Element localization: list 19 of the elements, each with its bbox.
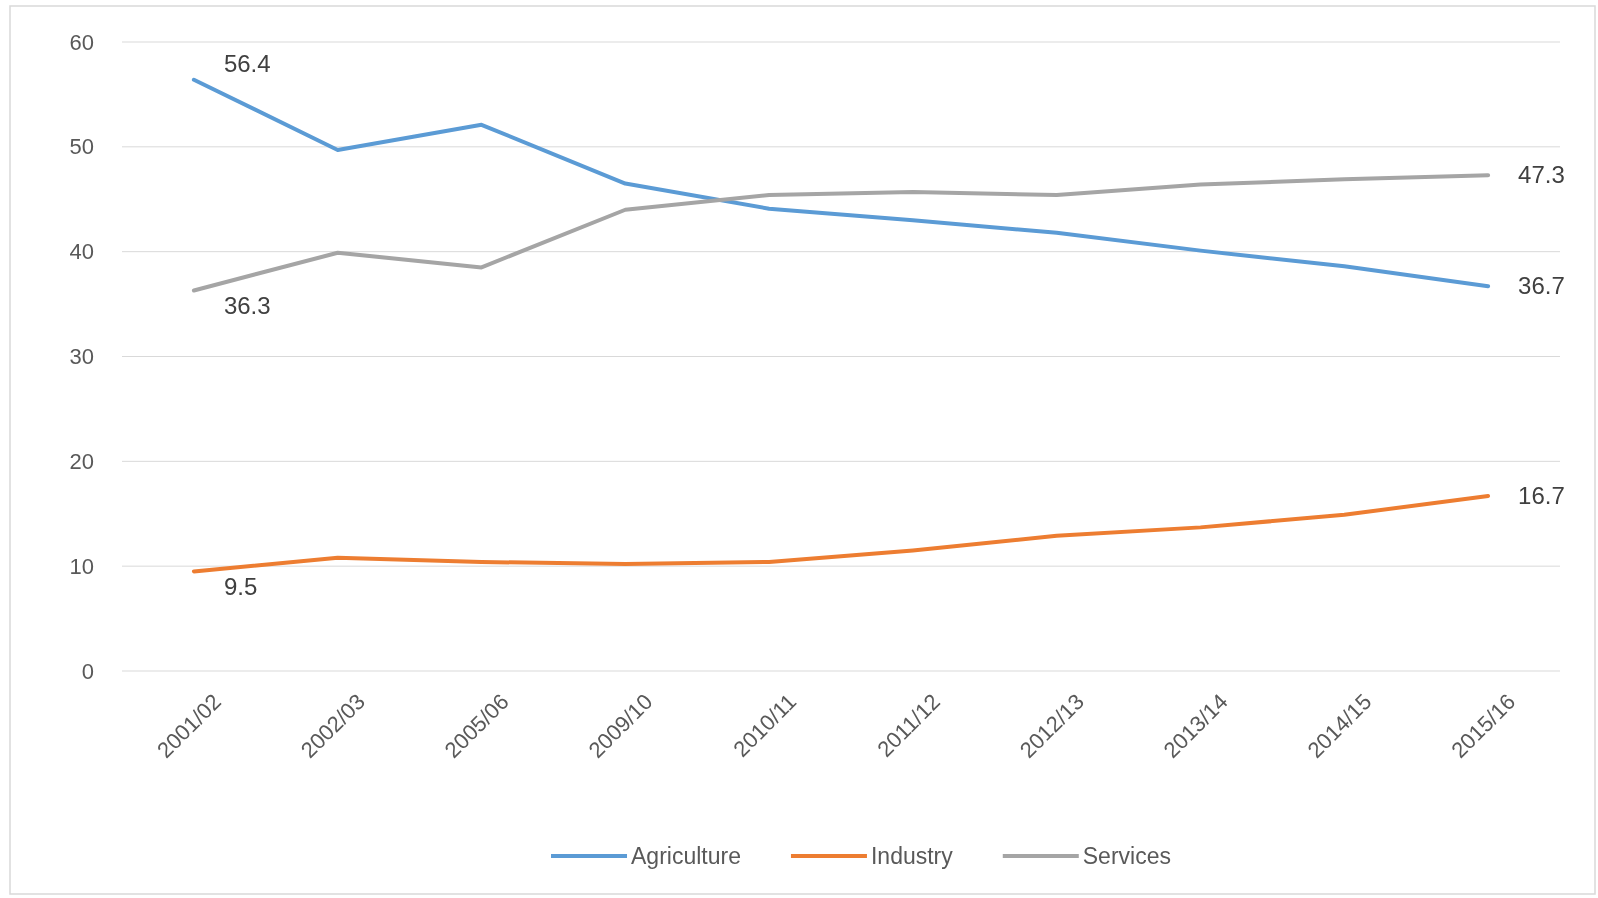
line-series xyxy=(191,493,1491,574)
data-label: 9.5 xyxy=(223,573,258,601)
y-tick-label: 60 xyxy=(69,29,94,55)
line-series xyxy=(191,173,1491,293)
y-tick-label: 20 xyxy=(69,448,94,474)
data-label: 47.3 xyxy=(1518,161,1565,189)
y-tick-label: 0 xyxy=(81,658,94,684)
data-label: 36.3 xyxy=(223,292,271,320)
y-tick-label: 10 xyxy=(69,553,94,579)
data-label: 36.7 xyxy=(1518,272,1565,300)
y-tick-label: 50 xyxy=(69,134,94,160)
data-label: 16.7 xyxy=(1518,481,1565,509)
legend-label: Agriculture xyxy=(631,843,741,869)
y-tick-label: 30 xyxy=(69,344,94,370)
data-label: 56.4 xyxy=(223,49,271,77)
legend-label: Industry xyxy=(870,843,954,869)
legend-label: Services xyxy=(1082,843,1171,869)
y-tick-label: 40 xyxy=(69,239,94,265)
line-series xyxy=(191,77,1491,289)
